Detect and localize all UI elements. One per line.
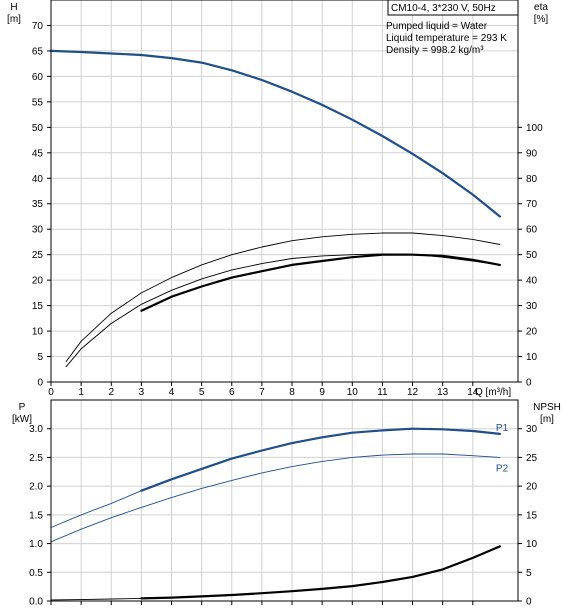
y-right-tick-label: 0 xyxy=(526,378,532,389)
y-left-tick-label: 0 xyxy=(37,378,43,389)
y-left-tick-label: 40 xyxy=(32,174,44,185)
y-left-tick-label: 5 xyxy=(37,352,43,363)
bottom-plot-frame xyxy=(50,399,519,602)
curve-series-3 xyxy=(140,253,501,312)
curve-series-3 xyxy=(50,597,142,601)
y-right-tick-label: 15 xyxy=(526,510,538,521)
y-left-tick-label: 45 xyxy=(32,148,44,159)
bottom-y-left-unit: [kW] xyxy=(12,414,32,425)
y-left-tick-label: 60 xyxy=(32,72,44,83)
y-left-tick-label: 0.5 xyxy=(29,568,43,579)
legend-title: CM10-4, 3*230 V, 50Hz xyxy=(391,3,496,14)
y-right-tick-label: 40 xyxy=(526,276,538,287)
y-left-tick-label: 35 xyxy=(32,199,44,210)
y-right-tick-label: 25 xyxy=(526,453,538,464)
y-left-tick-label: 2.0 xyxy=(29,482,43,493)
y-right-tick-label: 10 xyxy=(526,539,538,550)
top-y-right-unit: [%] xyxy=(534,14,549,25)
y-right-tick-label: 80 xyxy=(526,174,538,185)
y-right-tick-label: 60 xyxy=(526,225,538,236)
y-right-tick-label: 50 xyxy=(526,250,538,261)
series-label-p2: P2 xyxy=(496,463,509,474)
y-left-tick-label: 10 xyxy=(32,327,44,338)
y-right-tick-label: 70 xyxy=(526,199,538,210)
curve-p1 xyxy=(140,427,501,492)
y-left-tick-label: 55 xyxy=(32,97,44,108)
y-right-tick-label: 30 xyxy=(526,424,538,435)
x-tick-label: 12 xyxy=(407,387,419,398)
y-left-tick-label: 1.0 xyxy=(29,539,43,550)
y-left-tick-label: 0.0 xyxy=(29,597,43,608)
bottom-panel: P1 P2 0.0 0.5 1.0 1.5 2.0 2.5 3.0 0 5 10 15 20 25 30 P… xyxy=(12,399,561,608)
top-x-axis-label: Q [m³/h] xyxy=(475,387,511,398)
x-tick-label: 0 xyxy=(48,387,54,398)
x-tick-label: 14 xyxy=(467,387,479,398)
x-tick-label: 2 xyxy=(108,387,114,398)
curve-p2 xyxy=(50,453,501,543)
y-left-tick-label: 20 xyxy=(32,276,44,287)
x-tick-label: 7 xyxy=(259,387,265,398)
bottom-y-right-label: NPSH xyxy=(533,402,561,413)
y-left-tick-label: 65 xyxy=(32,46,44,57)
x-tick-label: 1 xyxy=(78,387,84,398)
legend-line-liquid: Pumped liquid = Water xyxy=(386,21,488,32)
y-left-tick-label: 3.0 xyxy=(29,424,43,435)
y-right-tick-label: 20 xyxy=(526,327,538,338)
y-right-tick-label: 0 xyxy=(526,597,532,608)
y-right-tick-label: 30 xyxy=(526,301,538,312)
y-left-tick-label: 25 xyxy=(32,250,44,261)
y-right-tick-label: 10 xyxy=(526,352,538,363)
x-tick-label: 9 xyxy=(319,387,325,398)
curve-series-0 xyxy=(50,490,142,528)
top-y-right-label: eta xyxy=(534,2,548,13)
top-y-left-unit: [m] xyxy=(7,14,21,25)
bottom-grid xyxy=(51,400,518,601)
y-left-tick-label: 70 xyxy=(32,21,44,32)
series-label-p1: P1 xyxy=(496,423,509,434)
legend-line-temperature: Liquid temperature = 293 K xyxy=(386,33,507,44)
y-right-tick-label: 20 xyxy=(526,482,538,493)
x-tick-label: 13 xyxy=(437,387,449,398)
y-right-tick-label: 100 xyxy=(526,123,543,134)
y-left-tick-label: 1.5 xyxy=(29,510,43,521)
top-y-left-label: H xyxy=(10,2,17,13)
legend-title-box xyxy=(387,0,519,16)
y-right-tick-label: 5 xyxy=(526,568,532,579)
bottom-y-left-label: P xyxy=(19,402,26,413)
x-tick-label: 5 xyxy=(199,387,205,398)
bottom-axis-ticks: 0.0 0.5 1.0 1.5 2.0 2.5 3.0 0 5 10 15 20 25 30 xyxy=(29,424,537,607)
curve-series-4 xyxy=(140,545,501,600)
top-grid xyxy=(51,0,518,382)
bottom-curves: P1 P2 xyxy=(50,423,509,601)
x-tick-label: 3 xyxy=(139,387,145,398)
bottom-y-right-unit: [m] xyxy=(540,414,554,425)
top-axis-ticks: 0 1 2 3 4 5 6 7 8 9 10 11 12 13 1405101520253035404550… xyxy=(32,21,543,398)
y-left-tick-label: 30 xyxy=(32,225,44,236)
curve-series-0 xyxy=(49,49,501,218)
curve-series-1 xyxy=(65,232,501,363)
y-left-tick-label: 2.5 xyxy=(29,453,43,464)
y-right-tick-label: 90 xyxy=(526,148,538,159)
top-curves xyxy=(49,49,501,368)
chart-legend: CM10-4, 3*230 V, 50Hz Pumped liquid = Wa… xyxy=(386,0,519,56)
y-left-tick-label: 15 xyxy=(32,301,44,312)
y-left-tick-label: 50 xyxy=(32,123,44,134)
x-tick-label: 8 xyxy=(289,387,295,398)
x-tick-label: 6 xyxy=(229,387,235,398)
x-tick-label: 4 xyxy=(169,387,175,398)
legend-line-density: Density = 998.2 kg/m³ xyxy=(386,45,484,56)
x-tick-label: 10 xyxy=(347,387,359,398)
x-tick-label: 11 xyxy=(377,387,388,398)
top-panel: 0 1 2 3 4 5 6 7 8 9 10 11 12 13 1405101520253035404550… xyxy=(7,0,548,398)
top-plot-frame xyxy=(50,0,519,383)
